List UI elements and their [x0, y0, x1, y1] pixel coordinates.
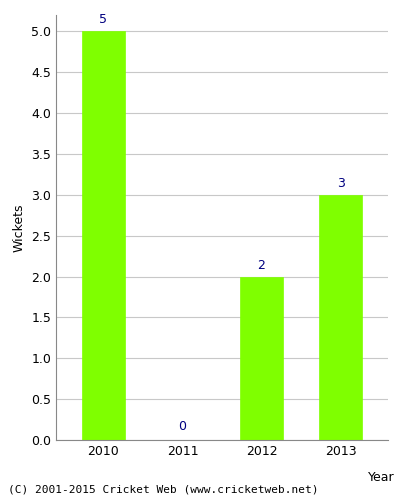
Bar [82, 32, 125, 440]
Text: 5: 5 [100, 14, 108, 26]
Text: 3: 3 [337, 177, 344, 190]
Bar [240, 276, 283, 440]
Y-axis label: Wickets: Wickets [12, 203, 26, 252]
Bar [319, 195, 362, 440]
Text: (C) 2001-2015 Cricket Web (www.cricketweb.net): (C) 2001-2015 Cricket Web (www.cricketwe… [8, 485, 318, 495]
Text: 0: 0 [178, 420, 186, 434]
Text: 2: 2 [258, 258, 266, 272]
Text: Year: Year [368, 470, 395, 484]
